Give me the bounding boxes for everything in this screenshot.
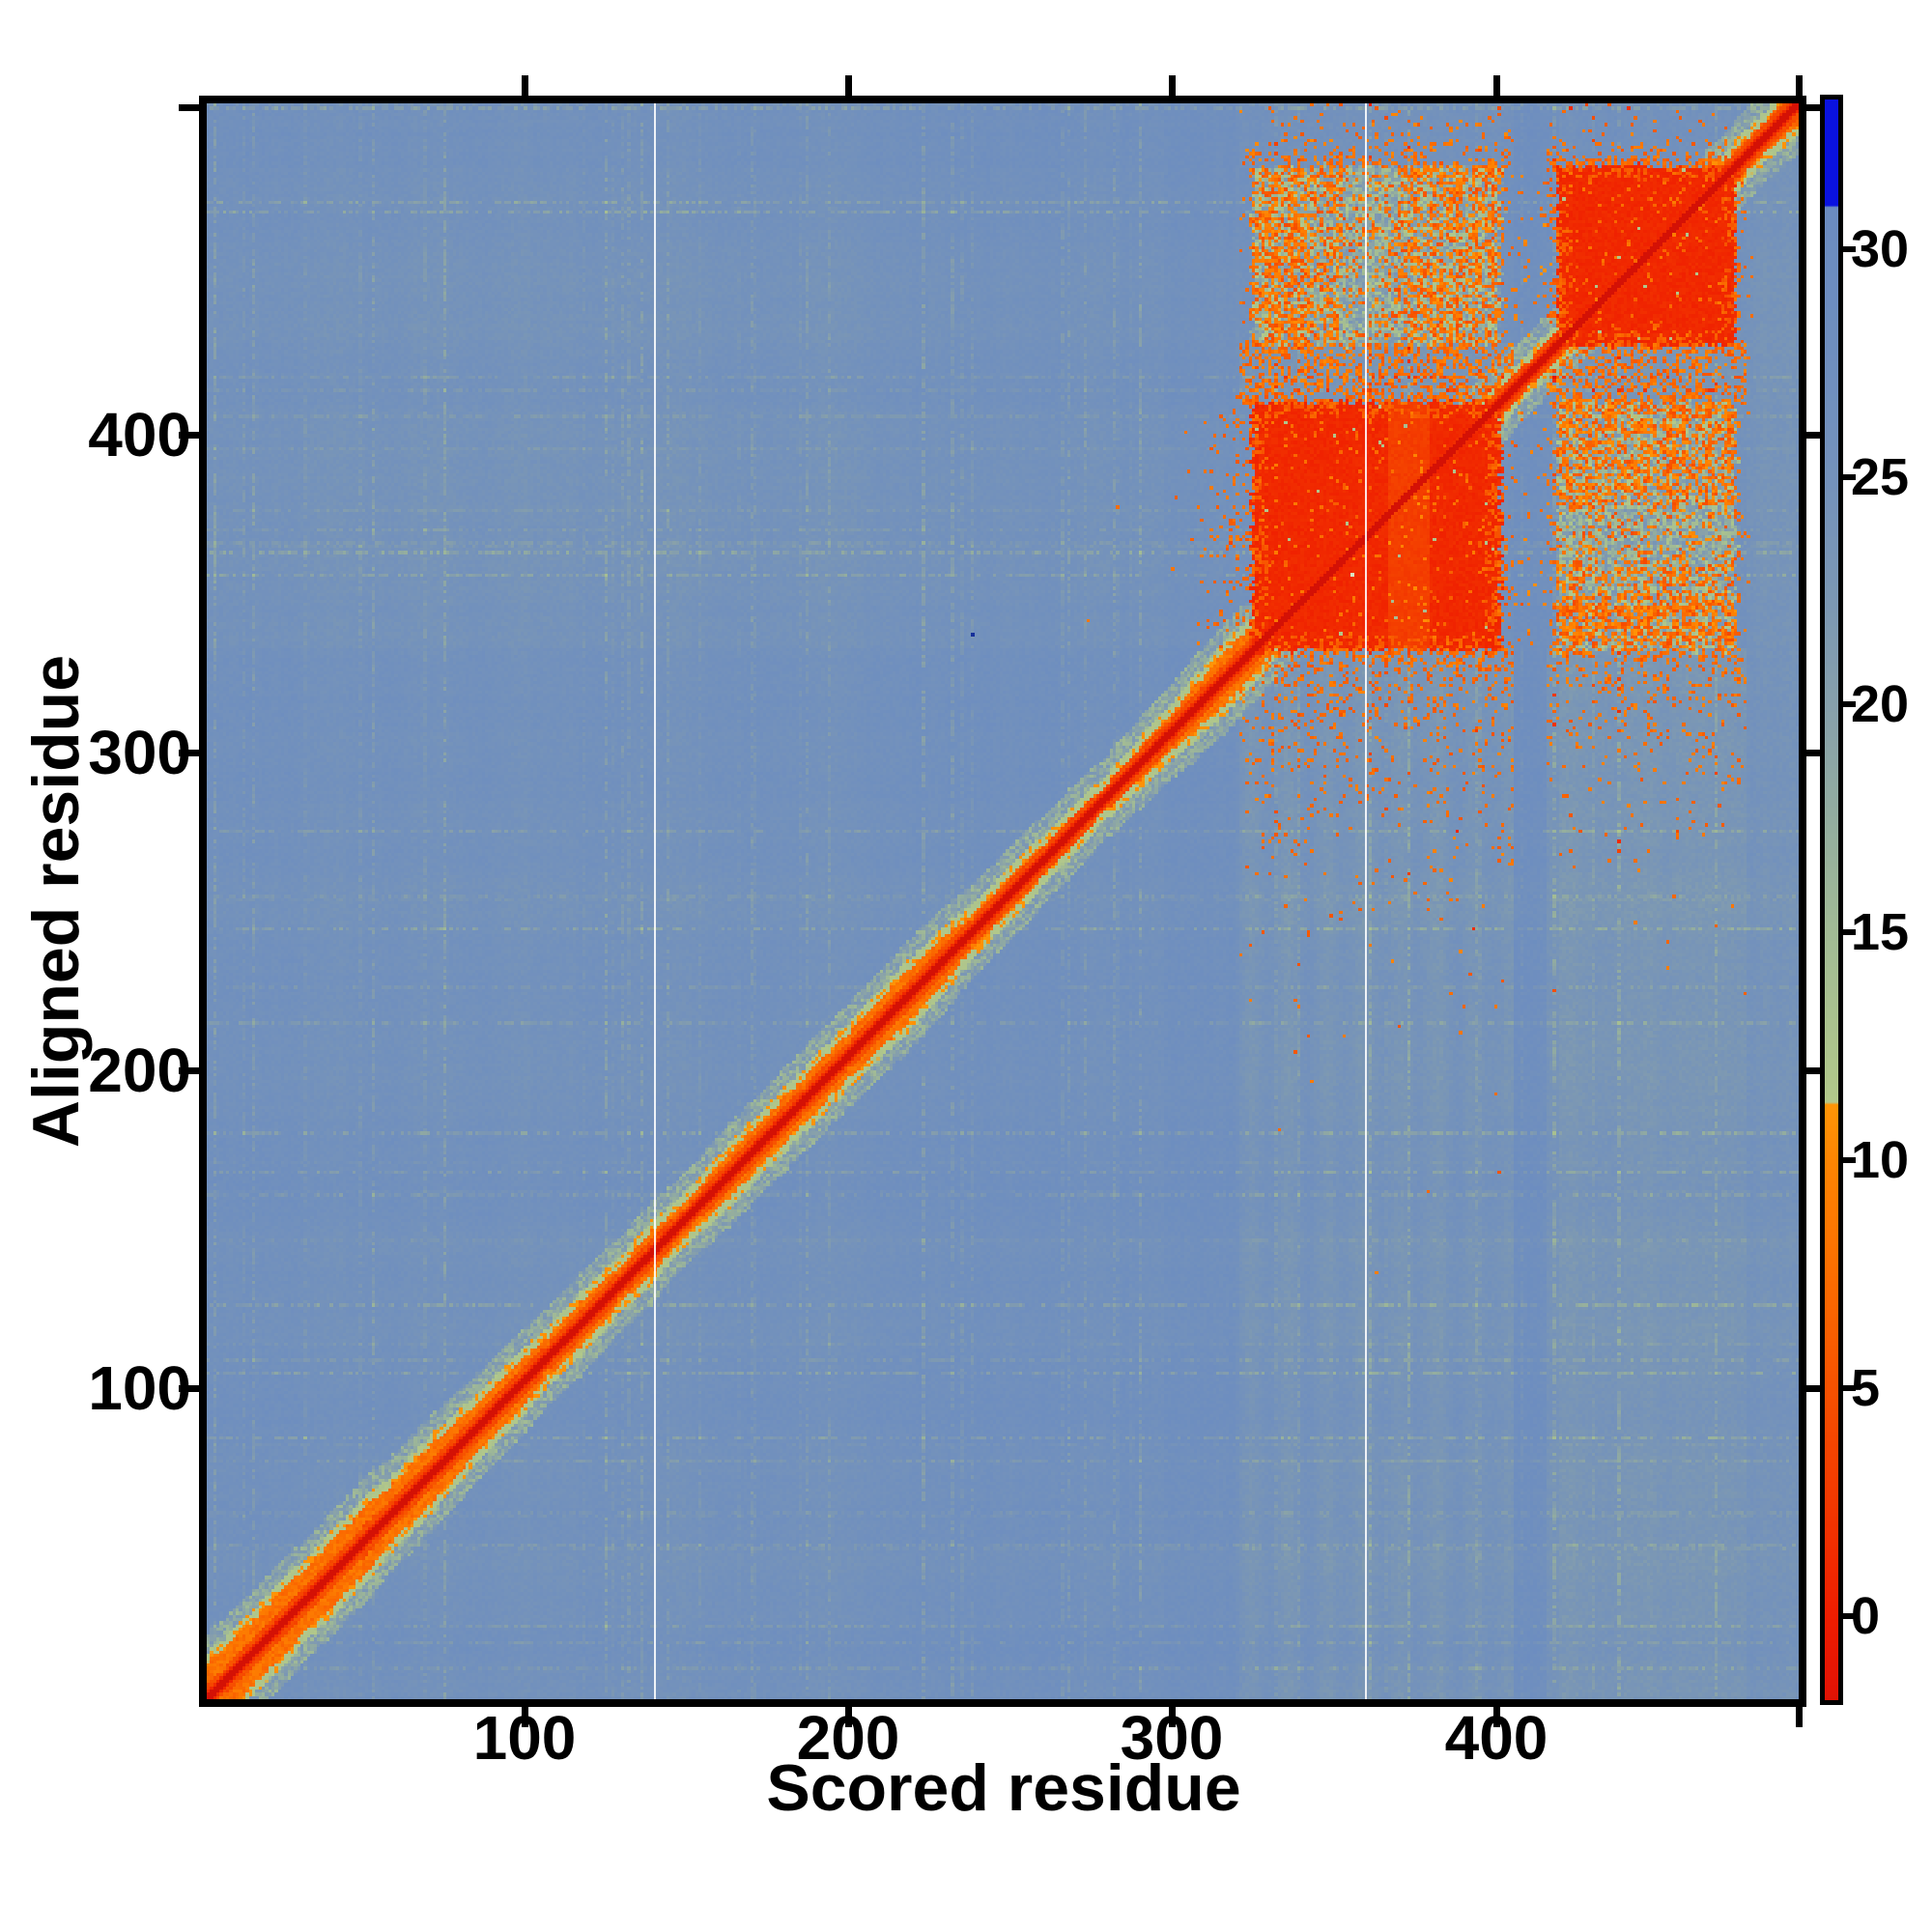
x-tick-label: 400 bbox=[1444, 1703, 1548, 1773]
x-tick-label: 200 bbox=[796, 1703, 900, 1773]
y-axis-tick bbox=[179, 1066, 199, 1074]
colorbar-tick bbox=[1843, 474, 1856, 480]
colorbar-tick bbox=[1843, 929, 1856, 935]
y-axis-right-tick bbox=[1806, 103, 1820, 111]
heatmap-canvas bbox=[207, 103, 1799, 1699]
y-axis-tick bbox=[179, 1384, 199, 1392]
y-axis-tick bbox=[179, 749, 199, 756]
x-axis-tick bbox=[1795, 1707, 1803, 1727]
y-tick-label: 100 bbox=[88, 1353, 191, 1423]
colorbar-tick bbox=[1843, 246, 1856, 252]
colorbar-tick-label: 10 bbox=[1851, 1131, 1910, 1189]
x-axis-tick bbox=[1168, 1707, 1176, 1727]
y-tick-label: 400 bbox=[88, 400, 191, 469]
x-tick-label: 100 bbox=[472, 1703, 577, 1773]
x-axis-top-tick bbox=[521, 75, 528, 96]
y-axis-right-tick bbox=[1806, 749, 1820, 756]
colorbar-tick-label: 0 bbox=[1851, 1587, 1881, 1645]
x-axis-tick bbox=[521, 1707, 528, 1727]
colorbar-tick-label: 30 bbox=[1851, 220, 1910, 278]
colorbar-tick-label: 25 bbox=[1851, 448, 1910, 506]
colorbar-tick-label: 20 bbox=[1851, 675, 1910, 733]
y-axis-right-tick bbox=[1806, 1384, 1820, 1392]
x-axis-top-tick bbox=[1795, 75, 1803, 96]
x-tick-label: 300 bbox=[1120, 1703, 1224, 1773]
y-axis-tick bbox=[179, 103, 199, 111]
y-axis-tick bbox=[179, 431, 199, 439]
y-tick-label: 300 bbox=[88, 718, 191, 787]
x-axis-tick bbox=[844, 1707, 852, 1727]
plot-area bbox=[199, 96, 1806, 1707]
x-axis-tick bbox=[1492, 1707, 1500, 1727]
colorbar-tick bbox=[1843, 1385, 1856, 1391]
y-axis-right-tick bbox=[1806, 1066, 1820, 1074]
colorbar-gradient bbox=[1825, 99, 1838, 1700]
x-axis-title: Scored residue bbox=[766, 1751, 1241, 1825]
x-axis-top-tick bbox=[1168, 75, 1176, 96]
colorbar-tick-label: 5 bbox=[1851, 1359, 1881, 1417]
colorbar bbox=[1820, 95, 1843, 1705]
colorbar-tick-label: 15 bbox=[1851, 903, 1910, 961]
y-axis-right-tick bbox=[1806, 431, 1820, 439]
y-axis-title: Aligned residue bbox=[19, 654, 93, 1149]
x-axis-top-tick bbox=[1492, 75, 1500, 96]
colorbar-tick bbox=[1843, 1613, 1856, 1619]
y-tick-label: 200 bbox=[88, 1036, 191, 1105]
x-axis-top-tick bbox=[844, 75, 852, 96]
colorbar-tick bbox=[1843, 1157, 1856, 1163]
colorbar-tick bbox=[1843, 701, 1856, 707]
